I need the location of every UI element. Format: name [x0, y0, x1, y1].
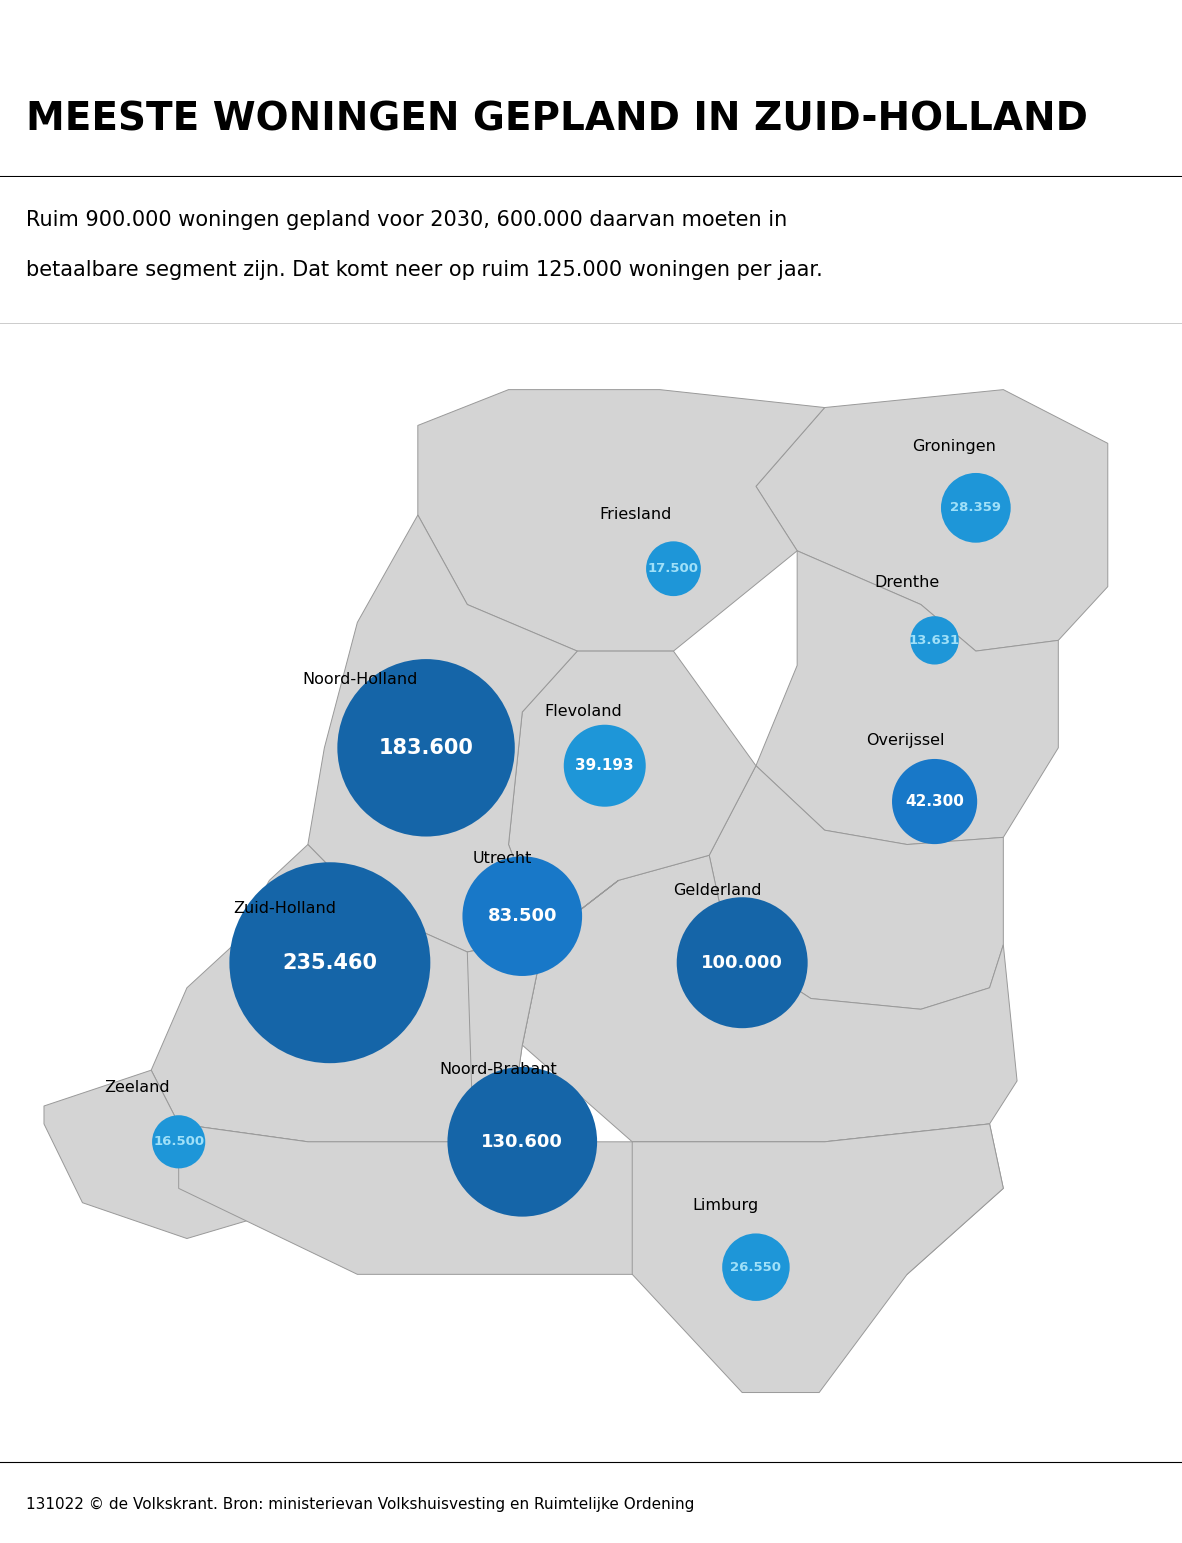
Text: betaalbare segment zijn. Dat komt neer op ruim 125.000 woningen per jaar.: betaalbare segment zijn. Dat komt neer o… — [26, 259, 823, 279]
Polygon shape — [522, 855, 1017, 1142]
Text: Limburg: Limburg — [693, 1199, 759, 1213]
Text: 183.600: 183.600 — [378, 738, 474, 758]
Text: Flevoland: Flevoland — [544, 704, 622, 719]
Text: 26.550: 26.550 — [730, 1261, 781, 1273]
Polygon shape — [178, 1123, 1004, 1275]
Text: 13.631: 13.631 — [909, 634, 960, 647]
Text: Overijssel: Overijssel — [866, 733, 944, 748]
Circle shape — [722, 1233, 790, 1301]
Polygon shape — [467, 881, 618, 1142]
Text: Noord-Holland: Noord-Holland — [303, 671, 417, 687]
Text: 131022 © de Volkskrant. Bron: ministerievan Volkshuisvesting en Ruimtelijke Orde: 131022 © de Volkskrant. Bron: ministerie… — [26, 1497, 694, 1512]
Polygon shape — [756, 551, 1058, 844]
Text: Zuid-Holland: Zuid-Holland — [234, 901, 337, 917]
Polygon shape — [756, 390, 1108, 651]
Text: Ruim 900.000 woningen gepland voor 2030, 600.000 daarvan moeten in: Ruim 900.000 woningen gepland voor 2030,… — [26, 210, 787, 230]
Circle shape — [337, 659, 515, 836]
Polygon shape — [709, 765, 1004, 1009]
Polygon shape — [632, 1123, 1004, 1392]
Circle shape — [892, 759, 978, 844]
Circle shape — [910, 616, 959, 665]
Polygon shape — [508, 651, 756, 938]
Text: 28.359: 28.359 — [950, 501, 1001, 514]
Circle shape — [152, 1116, 206, 1168]
Circle shape — [677, 896, 807, 1028]
Text: Drenthe: Drenthe — [875, 576, 940, 591]
Text: 130.600: 130.600 — [481, 1133, 563, 1151]
Text: 39.193: 39.193 — [576, 758, 634, 773]
Text: 100.000: 100.000 — [701, 954, 784, 972]
Circle shape — [941, 474, 1011, 543]
Text: Zeeland: Zeeland — [104, 1080, 170, 1096]
Text: Noord-Brabant: Noord-Brabant — [440, 1062, 558, 1077]
Text: 235.460: 235.460 — [282, 952, 377, 972]
Polygon shape — [44, 1071, 307, 1239]
Circle shape — [448, 1066, 597, 1216]
Text: 42.300: 42.300 — [905, 795, 965, 809]
Circle shape — [564, 725, 645, 807]
Text: 16.500: 16.500 — [154, 1136, 204, 1148]
Text: Friesland: Friesland — [599, 508, 671, 522]
Polygon shape — [307, 515, 577, 952]
Text: 17.500: 17.500 — [648, 562, 699, 576]
Text: MEESTE WONINGEN GEPLAND IN ZUID-HOLLAND: MEESTE WONINGEN GEPLAND IN ZUID-HOLLAND — [26, 100, 1087, 139]
Text: Utrecht: Utrecht — [473, 852, 532, 866]
Text: 83.500: 83.500 — [487, 907, 557, 926]
Circle shape — [647, 542, 701, 596]
Polygon shape — [417, 390, 825, 651]
Text: Gelderland: Gelderland — [674, 883, 762, 898]
Polygon shape — [151, 844, 544, 1142]
Circle shape — [462, 856, 582, 977]
Text: Groningen: Groningen — [913, 440, 996, 454]
Circle shape — [229, 863, 430, 1063]
